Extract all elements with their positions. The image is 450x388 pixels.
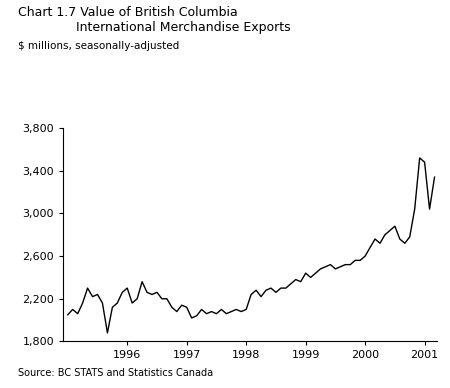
Text: International Merchandise Exports: International Merchandise Exports [76, 21, 291, 35]
Text: $ millions, seasonally-adjusted: $ millions, seasonally-adjusted [18, 41, 179, 51]
Text: Source: BC STATS and Statistics Canada: Source: BC STATS and Statistics Canada [18, 368, 213, 378]
Text: Chart 1.7 Value of British Columbia: Chart 1.7 Value of British Columbia [18, 6, 238, 19]
